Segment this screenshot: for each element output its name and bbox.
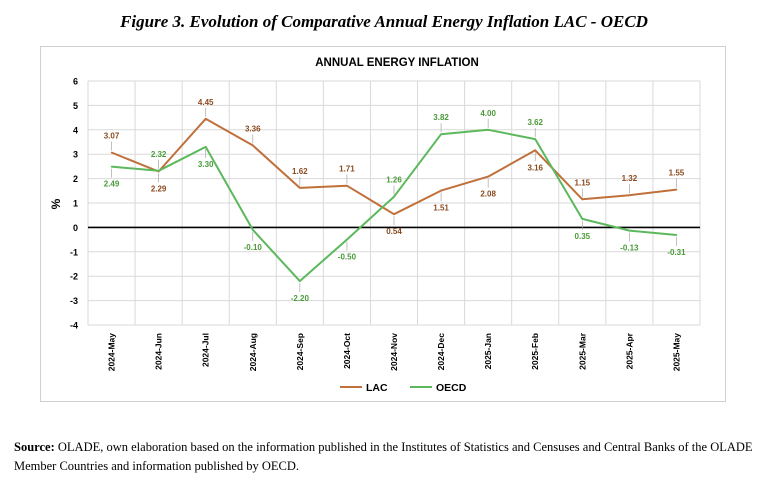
- grid-layer: [87, 80, 701, 326]
- data-label-oecd: -2.20: [291, 294, 310, 303]
- data-label-oecd: 0.35: [575, 232, 591, 241]
- data-point-oecd: [581, 218, 584, 220]
- data-label-oecd: 3.82: [433, 113, 449, 122]
- y-tick-label: -4: [70, 321, 78, 331]
- data-point-oecd: [628, 229, 631, 232]
- data-point-lac: [251, 144, 254, 147]
- data-label-oecd: 2.32: [151, 150, 167, 159]
- x-tick-label: 2024-Nov: [389, 333, 399, 371]
- data-label-lac: 3.36: [245, 124, 261, 133]
- data-label-lac: 2.29: [151, 185, 167, 194]
- y-tick-label: -2: [70, 272, 78, 282]
- data-label-lac: 4.45: [198, 98, 214, 107]
- data-label-oecd: 3.30: [198, 160, 214, 169]
- figure-title: Figure 3. Evolution of Comparative Annua…: [120, 12, 648, 31]
- y-tick-label: -3: [70, 296, 78, 306]
- data-label-oecd: -0.50: [338, 253, 357, 262]
- x-tick-label: 2024-Jul: [201, 333, 211, 367]
- data-label-lac: 1.62: [292, 167, 308, 176]
- data-point-lac: [581, 198, 584, 201]
- x-tick-label: 2024-May: [107, 333, 117, 372]
- data-label-oecd: 1.26: [386, 176, 402, 185]
- data-point-oecd: [110, 165, 113, 168]
- data-point-oecd: [346, 238, 348, 241]
- x-tick-label: 2024-Aug: [248, 333, 258, 371]
- data-label-lac: 1.15: [575, 178, 591, 187]
- y-tick-label: 6: [73, 77, 78, 87]
- data-label-lac: 1.71: [339, 165, 355, 174]
- y-tick-label: 1: [73, 199, 78, 209]
- data-label-lac: 1.55: [669, 169, 685, 178]
- data-label-layer: 3.07 2.49 2.29 2.32 4.45 3.30 3.36 -0.10 1.62 -2.…: [104, 98, 686, 303]
- data-label-lac: 3.16: [527, 163, 543, 172]
- x-tick-label: 2025-Apr: [624, 332, 634, 369]
- data-point-oecd: [487, 129, 489, 131]
- data-label-lac: 1.51: [433, 204, 449, 213]
- data-point-lac: [299, 187, 301, 189]
- data-point-oecd: [393, 195, 395, 198]
- data-label-lac: 3.07: [104, 131, 120, 140]
- data-point-lac: [346, 184, 348, 187]
- y-tick-label: 4: [73, 125, 78, 135]
- data-label-lac: 0.54: [386, 227, 402, 236]
- data-label-oecd: -0.31: [667, 248, 686, 257]
- source-note: Source: OLADE, own elaboration based on …: [14, 438, 758, 476]
- legend: LAC OECD: [340, 382, 467, 394]
- y-tick-label: -1: [70, 247, 78, 257]
- data-point-lac: [534, 149, 537, 152]
- x-tick-label: 2024-Sep: [295, 333, 305, 370]
- series-layer: [110, 117, 678, 283]
- data-point-lac: [628, 194, 631, 196]
- data-point-lac: [440, 189, 442, 192]
- data-point-lac: [675, 188, 678, 191]
- axis-layer: 6 5 4 3 2 1 0 -1 -2 -3 -4 2024-May 2024-Jun 2024-Jul 2…: [70, 77, 700, 372]
- data-point-oecd: [675, 234, 678, 236]
- y-axis-label: %: [49, 198, 63, 209]
- data-point-oecd: [440, 133, 442, 135]
- data-label-lac: 1.32: [622, 174, 638, 183]
- line-chart: 6 5 4 3 2 1 0 -1 -2 -3 -4 2024-May 2024-Jun 2024-Jul 2…: [49, 57, 701, 394]
- series-line-lac: [111, 117, 677, 216]
- data-point-oecd: [299, 280, 301, 282]
- y-tick-label: 3: [73, 150, 78, 160]
- y-tick-label: 0: [73, 223, 78, 233]
- data-point-lac: [204, 118, 207, 120]
- data-point-oecd: [157, 169, 160, 172]
- data-label-oecd: -0.13: [620, 244, 639, 253]
- x-tick-label: 2024-Jun: [154, 333, 164, 370]
- data-label-oecd: 3.62: [527, 118, 543, 127]
- x-tick-label: 2025-Mar: [577, 332, 587, 370]
- data-point-lac: [393, 213, 395, 216]
- series-line-oecd: [111, 128, 677, 283]
- y-tick-label: 2: [73, 174, 78, 184]
- data-label-lac: 2.08: [480, 190, 496, 199]
- data-label-oecd: -0.10: [244, 243, 263, 252]
- source-text: OLADE, own elaboration based on the info…: [14, 440, 753, 473]
- x-tick-label: 2024-Oct: [342, 333, 352, 369]
- chart-title: ANNUAL ENERGY INFLATION: [315, 57, 479, 69]
- chart-frame: [40, 46, 726, 402]
- x-tick-label: 2025-Jan: [483, 333, 493, 369]
- data-label-oecd: 4.00: [480, 109, 496, 118]
- data-point-lac: [487, 175, 489, 178]
- data-point-oecd: [204, 146, 207, 148]
- x-tick-label: 2024-Dec: [436, 333, 446, 371]
- data-point-oecd: [251, 229, 254, 231]
- legend-label-lac: LAC: [366, 382, 388, 394]
- legend-label-oecd: OECD: [436, 382, 467, 394]
- x-tick-label: 2025-Feb: [530, 333, 540, 370]
- data-point-lac: [110, 151, 113, 154]
- x-tick-label: 2025-May: [671, 333, 681, 372]
- data-point-oecd: [534, 138, 537, 140]
- data-label-oecd: 2.49: [104, 180, 120, 189]
- y-tick-label: 5: [73, 101, 78, 111]
- source-label: Source:: [14, 440, 55, 454]
